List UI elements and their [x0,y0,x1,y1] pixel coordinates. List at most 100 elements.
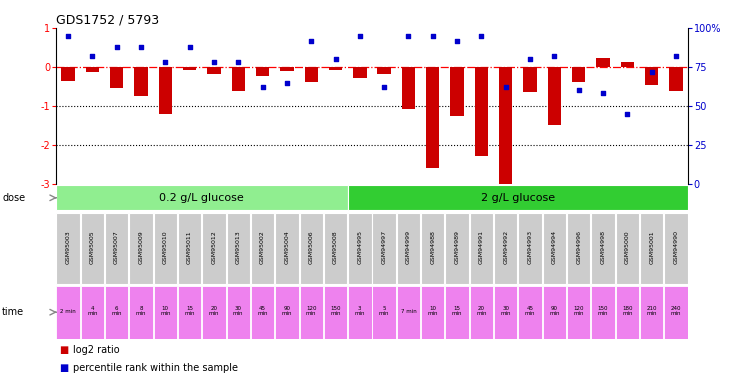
Text: 15
min: 15 min [185,306,195,316]
FancyBboxPatch shape [397,213,420,284]
FancyBboxPatch shape [80,213,104,284]
Text: GSM95000: GSM95000 [625,230,630,264]
Text: 45
min: 45 min [257,306,268,316]
FancyBboxPatch shape [446,213,469,284]
Bar [402,67,415,109]
Bar [499,67,513,195]
Text: GSM95004: GSM95004 [284,230,289,264]
Bar [86,67,99,72]
Bar [597,58,610,67]
Text: 180
min: 180 min [622,306,632,316]
FancyBboxPatch shape [153,213,177,284]
FancyBboxPatch shape [324,285,347,339]
FancyBboxPatch shape [347,185,688,210]
Text: dose: dose [2,193,25,203]
FancyBboxPatch shape [348,285,371,339]
Point [111,44,123,50]
FancyBboxPatch shape [251,213,275,284]
FancyBboxPatch shape [397,285,420,339]
Point [208,59,220,65]
FancyBboxPatch shape [543,213,566,284]
FancyBboxPatch shape [494,285,518,339]
Text: 20
min: 20 min [476,306,487,316]
FancyBboxPatch shape [494,213,518,284]
FancyBboxPatch shape [105,213,128,284]
Bar [110,67,124,88]
Bar [670,67,683,91]
Text: 2 min: 2 min [60,309,76,314]
FancyBboxPatch shape [469,213,493,284]
Point [159,59,171,65]
Text: GSM94992: GSM94992 [503,230,508,264]
Text: GSM95005: GSM95005 [90,230,94,264]
Text: GSM95013: GSM95013 [236,230,241,264]
Bar [548,67,561,125]
Text: GSM95002: GSM95002 [260,230,265,264]
Bar [645,67,658,84]
Text: GSM95009: GSM95009 [138,230,144,264]
Bar [256,67,269,76]
Point [670,53,682,59]
Point [232,59,244,65]
Text: GSM95012: GSM95012 [211,230,217,264]
FancyBboxPatch shape [519,285,542,339]
Point [621,111,633,117]
Point [378,84,390,90]
Text: 20
min: 20 min [208,306,219,316]
Point [500,84,512,90]
FancyBboxPatch shape [57,213,80,284]
FancyBboxPatch shape [567,285,591,339]
Point [184,44,196,50]
Text: GSM94990: GSM94990 [673,230,679,264]
Bar [377,67,391,74]
Point [86,53,98,59]
Text: 150
min: 150 min [330,306,341,316]
Point [525,56,536,62]
Bar [620,62,634,67]
Text: 120
min: 120 min [306,306,316,316]
Text: 45
min: 45 min [525,306,536,316]
FancyBboxPatch shape [300,213,323,284]
FancyBboxPatch shape [421,285,444,339]
Text: GSM95010: GSM95010 [163,230,167,264]
Text: GSM95001: GSM95001 [650,230,654,264]
Text: 7 min: 7 min [400,309,417,314]
Text: GSM95007: GSM95007 [114,230,119,264]
FancyBboxPatch shape [519,213,542,284]
Bar [280,67,294,71]
FancyBboxPatch shape [202,213,225,284]
Text: GSM95008: GSM95008 [333,230,338,264]
Bar [426,67,440,168]
Point [330,56,341,62]
Text: 150
min: 150 min [598,306,609,316]
Text: 30
min: 30 min [233,306,243,316]
Text: 15
min: 15 min [452,306,462,316]
Bar [475,67,488,156]
FancyBboxPatch shape [129,285,153,339]
Bar [61,67,74,81]
FancyBboxPatch shape [129,213,153,284]
Bar [572,67,586,82]
Point [475,33,487,39]
FancyBboxPatch shape [153,285,177,339]
Point [354,33,366,39]
FancyBboxPatch shape [324,213,347,284]
Text: GDS1752 / 5793: GDS1752 / 5793 [56,13,159,26]
Text: ■: ■ [60,363,68,373]
Text: 6
min: 6 min [112,306,122,316]
Text: 4
min: 4 min [87,306,97,316]
Point [427,33,439,39]
Text: 8
min: 8 min [135,306,146,316]
FancyBboxPatch shape [105,285,128,339]
FancyBboxPatch shape [178,213,201,284]
Text: 10
min: 10 min [160,306,170,316]
Text: GSM94989: GSM94989 [455,230,460,264]
FancyBboxPatch shape [227,285,250,339]
Text: GSM95011: GSM95011 [187,230,192,264]
Text: 5
min: 5 min [379,306,389,316]
FancyBboxPatch shape [300,285,323,339]
Text: 0.2 g/L glucose: 0.2 g/L glucose [159,193,244,203]
FancyBboxPatch shape [57,285,80,339]
FancyBboxPatch shape [543,285,566,339]
Point [597,90,609,96]
